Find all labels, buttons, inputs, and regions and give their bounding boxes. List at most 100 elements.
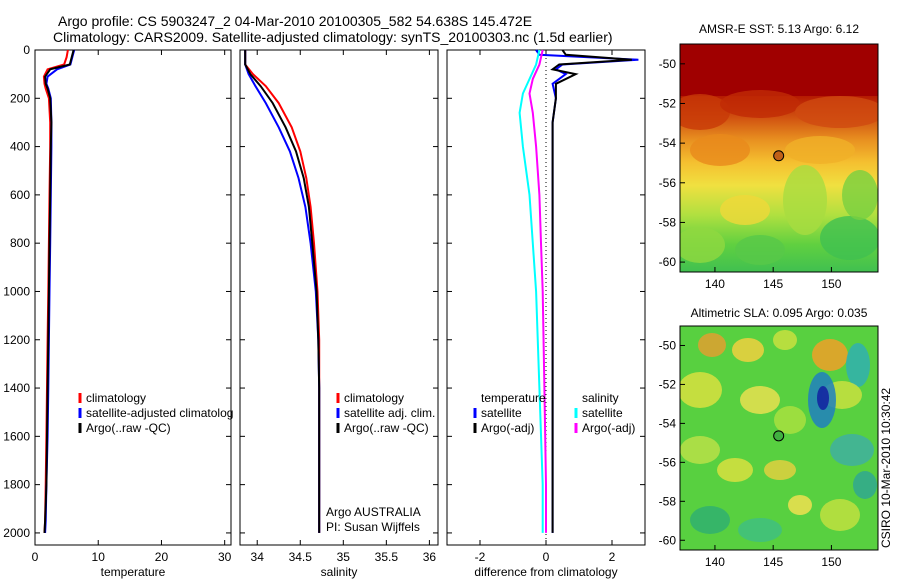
salinity-xtick-label: 34.5	[289, 550, 313, 564]
depth-tick-label: 1400	[3, 381, 30, 395]
salinity-xtick-label: 34	[251, 550, 265, 564]
sst-map-ytick-label: -60	[659, 255, 677, 269]
difference-xlabel: difference from climatology	[474, 565, 617, 579]
sla-feature	[773, 330, 797, 350]
salinity-legend-entry-1-label: satellite adj. clim.	[344, 406, 435, 420]
figure-title-line-1: Argo profile: CS 5903247_2 04-Mar-2010 2…	[58, 13, 533, 29]
depth-tick-label: 600	[10, 188, 30, 202]
sla-feature	[690, 506, 730, 534]
salinity-frame	[239, 49, 439, 546]
temperature-legend-entry-2-label: Argo(..raw -QC)	[86, 421, 171, 435]
sla-feature	[853, 471, 877, 499]
sla-map-xtick-label: 150	[821, 555, 841, 569]
difference-legend-salinity-0-label: satellite	[582, 406, 623, 420]
difference-legend-salinity-1-label: Argo(-adj)	[582, 421, 635, 435]
salinity-xtick-label: 36	[423, 550, 437, 564]
salinity-legend-entry-2-label: Argo(..raw -QC)	[344, 421, 429, 435]
salinity-xtick-label: 35.5	[375, 550, 399, 564]
sst-feature	[690, 134, 750, 166]
difference-legend-temperature-0-label: satellite	[481, 406, 522, 420]
difference-legend-salinity-header: salinity	[582, 391, 619, 405]
difference-xtick-label: 2	[609, 550, 616, 564]
sst-map-frame	[679, 43, 879, 273]
sla-map-ytick-label: -54	[659, 416, 677, 430]
temperature-xtick-label: 30	[218, 550, 232, 564]
sst-feature	[735, 235, 785, 265]
sla-map-xtick-label: 140	[705, 555, 725, 569]
difference-series-line-1	[550, 49, 632, 533]
salinity-xlabel: salinity	[321, 565, 358, 579]
pi-annotation-line: Argo AUSTRALIA	[326, 505, 421, 519]
sla-feature	[788, 495, 812, 515]
sla-feature	[717, 458, 753, 482]
sst-map-title: AMSR-E SST: 5.13 Argo: 6.12	[699, 22, 859, 36]
difference-legend-temperature-1-label: Argo(-adj)	[481, 421, 534, 435]
salinity-legend-entry-0-label: climatology	[344, 391, 404, 405]
temperature-xtick-label: 20	[155, 550, 169, 564]
sla-feature	[680, 372, 722, 408]
depth-tick-label: 200	[10, 91, 30, 105]
sst-map-ytick-label: -52	[659, 96, 677, 110]
sst-map-xtick-label: 150	[821, 277, 841, 291]
sst-map-ytick-label: -50	[659, 57, 677, 71]
sla-feature	[680, 436, 720, 464]
sst-map-argo-marker	[773, 150, 785, 162]
sla-feature	[817, 386, 829, 410]
difference-legend-temperature-header: temperature	[481, 391, 546, 405]
csiro-timestamp-label: CSIRO 10-Mar-2010 10:30:42	[879, 388, 893, 548]
sst-feature	[783, 165, 827, 235]
sla-feature	[846, 343, 870, 387]
sst-feature	[680, 94, 730, 130]
sla-map-ytick-label: -52	[659, 377, 677, 391]
sst-feature	[842, 170, 878, 220]
sst-feature	[680, 227, 725, 263]
temperature-frame	[34, 49, 232, 546]
sla-map-ytick-label: -58	[659, 494, 677, 508]
sla-feature	[830, 434, 874, 466]
temperature-legend-entry-1-label: satellite-adjusted climatolog	[86, 406, 233, 420]
sla-map-ytick-label: -50	[659, 338, 677, 352]
difference-series-line-0	[535, 49, 639, 533]
difference-series-line-3	[528, 49, 547, 533]
sla-feature	[774, 406, 806, 434]
sst-feature	[720, 195, 770, 225]
depth-tick-label: 1600	[3, 429, 30, 443]
depth-tick-label: 1800	[3, 478, 30, 492]
sst-map-ytick-label: -58	[659, 215, 677, 229]
sla-map-frame	[679, 325, 879, 551]
sst-feature	[795, 96, 878, 128]
sla-map-ytick-label: -60	[659, 533, 677, 547]
sla-map-title: Altimetric SLA: 0.095 Argo: 0.035	[691, 306, 868, 320]
pi-annotation-line: PI: Susan Wijffels	[326, 520, 420, 534]
sla-feature	[732, 338, 764, 362]
sst-map-field	[680, 44, 878, 272]
sla-feature	[820, 499, 860, 531]
sst-feature	[820, 216, 878, 260]
sst-feature	[785, 136, 855, 164]
temperature-xtick-label: 0	[32, 550, 39, 564]
difference-xtick-label: -2	[475, 550, 486, 564]
depth-tick-label: 1200	[3, 333, 30, 347]
sla-feature	[740, 386, 780, 414]
temperature-xlabel: temperature	[101, 565, 166, 579]
depth-tick-label: 2000	[3, 526, 30, 540]
depth-tick-label: 800	[10, 236, 30, 250]
sla-feature	[812, 339, 848, 371]
figure-title-line-2: Climatology: CARS2009. Satellite-adjuste…	[53, 29, 613, 45]
sst-warm-band	[680, 44, 878, 96]
sst-map-xtick-label: 140	[705, 277, 725, 291]
difference-xtick-label: 0	[543, 550, 550, 564]
sla-feature	[698, 333, 726, 357]
sla-map-ytick-label: -56	[659, 455, 677, 469]
sla-map-xtick-label: 145	[763, 555, 783, 569]
sst-feature	[720, 90, 800, 118]
sla-feature	[764, 460, 796, 480]
sst-map-xtick-label: 145	[763, 277, 783, 291]
temperature-legend-entry-0-label: climatology	[86, 391, 146, 405]
sst-map-ytick-label: -54	[659, 136, 677, 150]
temperature-xtick-label: 10	[92, 550, 106, 564]
sla-feature	[738, 518, 782, 542]
depth-tick-label: 0	[23, 43, 30, 57]
depth-tick-label: 1000	[3, 284, 30, 298]
